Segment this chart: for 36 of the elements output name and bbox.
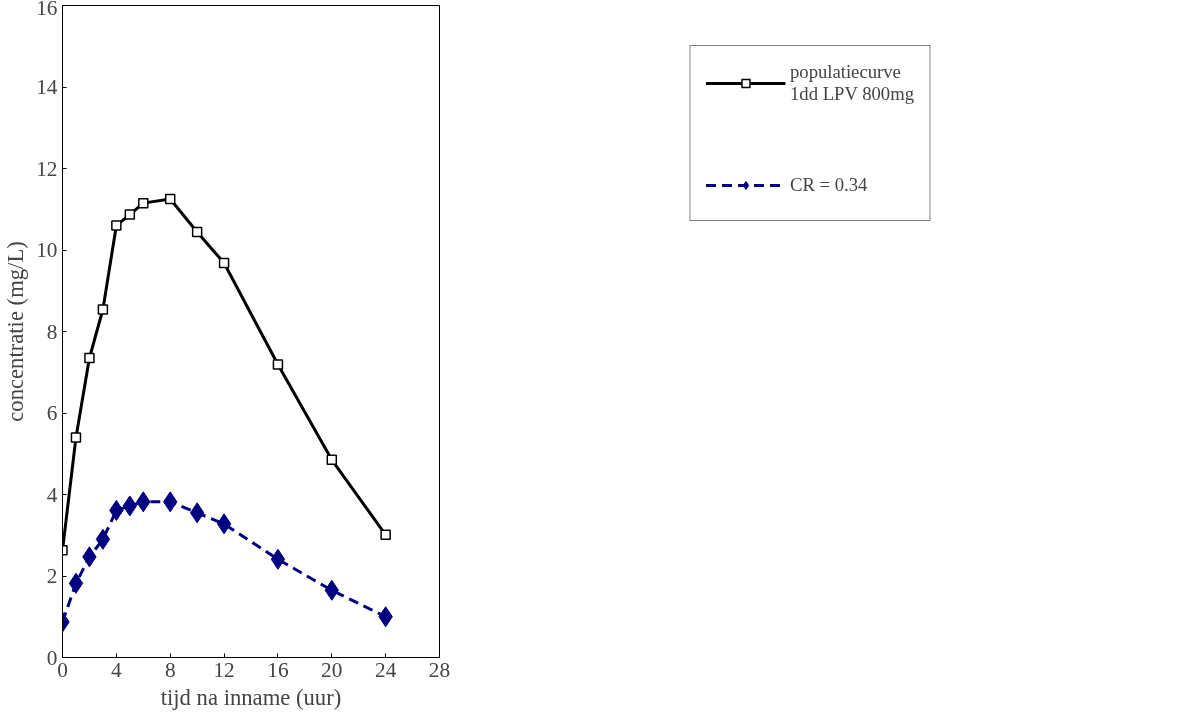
- y-tick-label: 14: [36, 75, 58, 99]
- point: [68, 572, 84, 594]
- point: [111, 220, 122, 231]
- y-tick-label: 16: [36, 0, 58, 20]
- point: [270, 548, 286, 570]
- y-tick-label: 8: [46, 319, 58, 344]
- legend-label: CR = 0.34: [789, 173, 868, 197]
- y-tick-label: 10: [36, 238, 58, 262]
- x-tick-label: 24: [374, 657, 397, 682]
- point: [218, 257, 230, 269]
- point: [97, 304, 109, 315]
- point: [70, 432, 82, 443]
- point: [191, 226, 203, 238]
- x-tick-label: 12: [213, 657, 235, 682]
- x-axis-title: tijd na inname (uur): [160, 684, 342, 710]
- x-tick-label: 28: [428, 657, 451, 682]
- point: [164, 193, 176, 205]
- point: [380, 529, 391, 541]
- point: [124, 209, 136, 220]
- x-tick-label: 20: [321, 657, 343, 682]
- point: [84, 352, 95, 364]
- y-tick-label: 2: [46, 564, 58, 588]
- point: [189, 502, 205, 524]
- point: [272, 359, 284, 370]
- point: [138, 197, 149, 209]
- legend-label: populatiecurve 1dd LPV 800mg: [789, 61, 915, 105]
- point: [95, 528, 111, 550]
- x-tick-label: 16: [267, 657, 289, 682]
- point: [326, 454, 338, 466]
- point: [216, 513, 232, 535]
- x-tick-label: 4: [111, 657, 123, 682]
- x-tick-label: 8: [164, 657, 176, 682]
- y-tick-label: 6: [46, 401, 58, 425]
- y-tick-label: 12: [36, 156, 58, 181]
- y-tick-label: 4: [46, 482, 58, 507]
- y-axis-title: concentratie (mg/L): [3, 241, 29, 422]
